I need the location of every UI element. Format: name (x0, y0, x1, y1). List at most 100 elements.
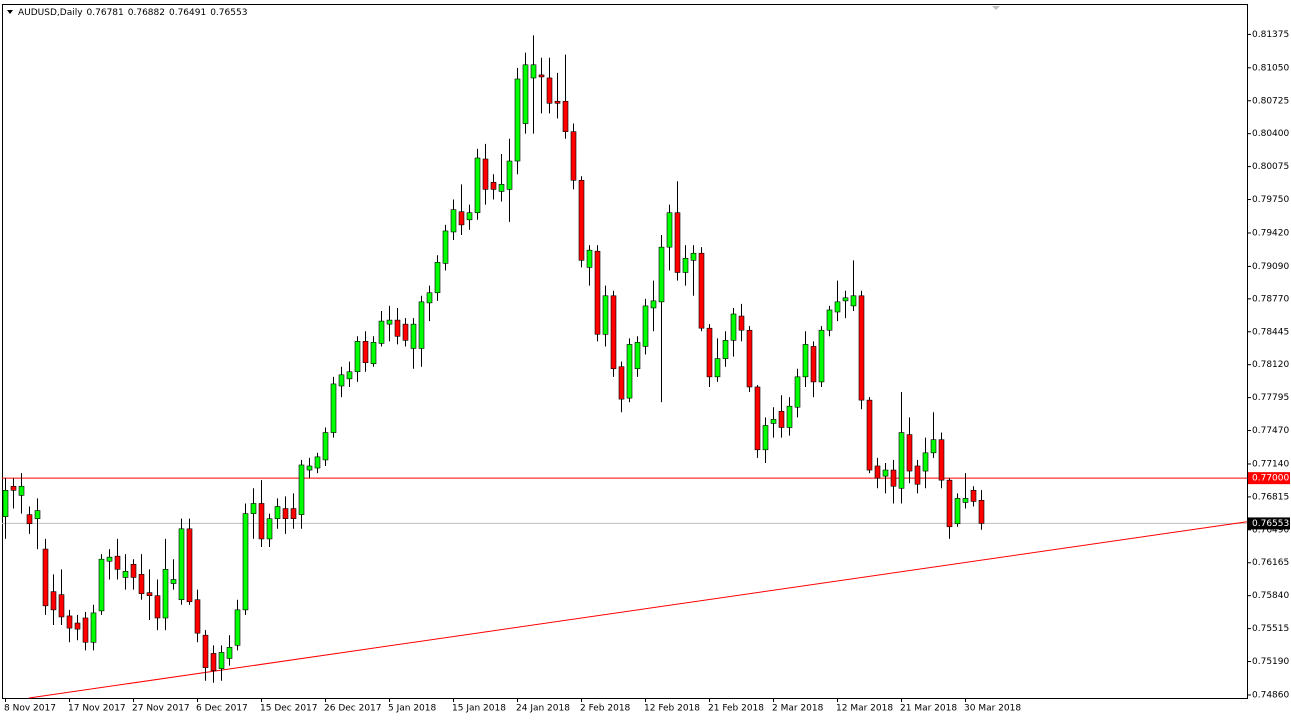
candle-body (330, 383, 337, 433)
y-tick-label: 0.77140 (1252, 459, 1289, 469)
x-tick-label: 8 Nov 2017 (4, 704, 56, 714)
x-tick-label: 12 Feb 2018 (644, 704, 700, 714)
y-tick-label: 0.81050 (1252, 63, 1289, 73)
candle-body (266, 518, 273, 540)
candle-body (546, 77, 553, 104)
candle-body (10, 485, 17, 491)
candle-body (706, 327, 713, 378)
candle-body (810, 346, 817, 383)
candle-body (42, 548, 49, 607)
candle-body (146, 592, 153, 596)
x-tick-label: 15 Dec 2017 (260, 704, 318, 714)
candle-body (690, 252, 697, 261)
candle-body (866, 399, 873, 471)
candle-body (594, 250, 601, 335)
y-tick-label: 0.79420 (1252, 228, 1289, 238)
candle-body (906, 434, 913, 472)
candle-body (458, 211, 465, 226)
candle-body (842, 297, 849, 302)
x-tick-label: 2 Mar 2018 (772, 704, 824, 714)
price-label: 0.76553 (1252, 519, 1289, 529)
candle-body (914, 465, 921, 485)
y-tick-label: 0.74860 (1252, 690, 1289, 700)
candle-body (922, 452, 929, 472)
y-tick-label: 0.76165 (1252, 558, 1289, 568)
candle-body (226, 647, 233, 659)
candle-body (114, 555, 121, 570)
candle-body (514, 78, 521, 162)
x-tick-label: 6 Dec 2017 (196, 704, 248, 714)
candle-body (682, 257, 689, 273)
candle-body (218, 652, 225, 669)
candle-body (898, 432, 905, 489)
candle-body (874, 465, 881, 479)
candle-body (194, 599, 201, 634)
menu-arrow[interactable] (7, 10, 13, 14)
candle-body (362, 341, 369, 363)
candle-body (498, 184, 505, 192)
candle-body (378, 320, 385, 344)
candle-body (370, 342, 377, 364)
candle-body (938, 439, 945, 481)
candle-body (890, 469, 897, 487)
candle-body (578, 179, 585, 261)
candle-body (386, 319, 393, 325)
candle-body (610, 295, 617, 370)
x-tick-label: 21 Mar 2018 (900, 704, 957, 714)
candle-body (74, 622, 81, 630)
candle-body (586, 249, 593, 268)
candle-body (394, 319, 401, 337)
candle-body (466, 212, 473, 221)
candle-body (106, 556, 113, 562)
y-tick-label: 0.80400 (1252, 129, 1289, 139)
candle-body (618, 366, 625, 400)
candle-body (970, 490, 977, 502)
candle-body (802, 344, 809, 378)
x-tick-label: 27 Nov 2017 (132, 704, 190, 714)
candle-body (298, 464, 305, 515)
candle-body (162, 569, 169, 619)
candle-body (250, 503, 257, 514)
x-tick-label: 24 Jan 2018 (516, 704, 570, 714)
candle-body (442, 230, 449, 264)
candle-body (762, 425, 769, 451)
candle-body (658, 246, 665, 303)
y-tick-label: 0.75190 (1252, 657, 1289, 667)
x-tick-label: 5 Jan 2018 (388, 704, 436, 714)
candle-body (202, 634, 209, 668)
candle-body (82, 617, 89, 643)
candle-body (490, 182, 497, 190)
y-tick-label: 0.81375 (1252, 30, 1289, 40)
candle-body (858, 295, 865, 401)
y-tick-label: 0.77795 (1252, 393, 1289, 403)
y-tick-label: 0.79090 (1252, 262, 1289, 272)
candle-body (530, 64, 537, 79)
candle-body (666, 212, 673, 248)
candle-body (522, 64, 529, 124)
x-tick-label: 30 Mar 2018 (964, 704, 1021, 714)
candle-body (210, 653, 217, 671)
header-value: 0.76553 (210, 8, 247, 18)
candle-body (18, 485, 25, 496)
candle-body (154, 595, 161, 619)
candle-body (306, 465, 313, 471)
candle-body (34, 510, 41, 519)
candle-body (418, 301, 425, 349)
candle-body (714, 358, 721, 378)
y-tick-label: 0.77470 (1252, 426, 1289, 436)
candle-body (234, 609, 241, 646)
candle-body (258, 503, 265, 540)
candle-body (474, 157, 481, 214)
y-tick-label: 0.76815 (1252, 492, 1289, 502)
candle-body (698, 252, 705, 329)
y-tick-label: 0.78770 (1252, 294, 1289, 304)
candle-body (946, 479, 953, 528)
candle-body (242, 513, 249, 611)
candle-body (778, 410, 785, 428)
y-tick-label: 0.76490 (1252, 525, 1289, 535)
candle-body (170, 579, 177, 584)
candle-body (554, 100, 561, 104)
